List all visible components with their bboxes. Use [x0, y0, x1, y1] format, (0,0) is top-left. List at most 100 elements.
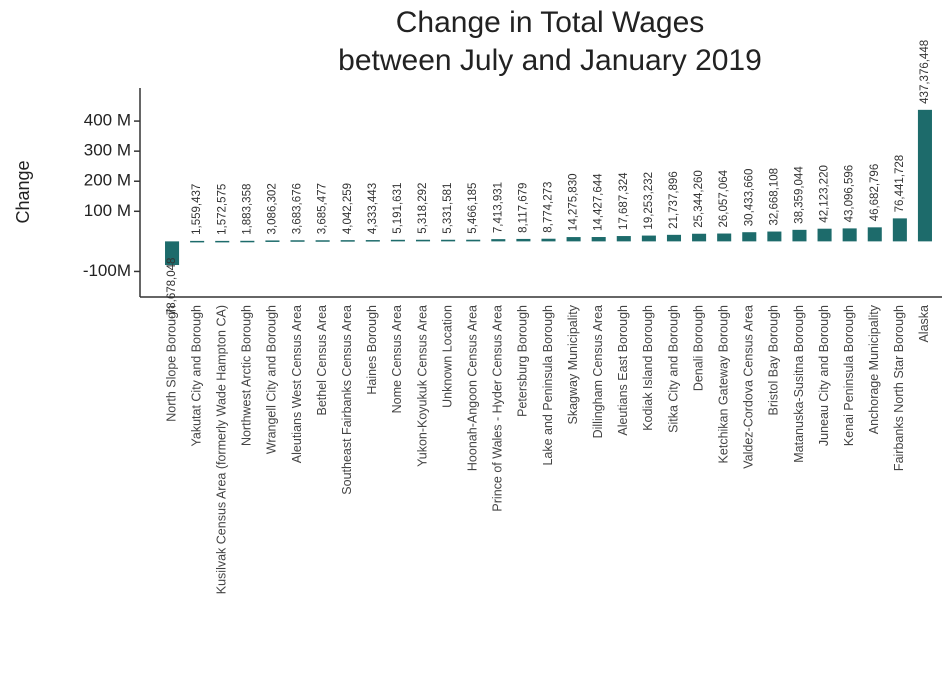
value-label: 25,344,260: [693, 170, 705, 228]
bar: [390, 239, 405, 242]
x-tick-label: Alaska: [917, 305, 931, 343]
value-label: 3,086,302: [266, 183, 278, 234]
bar: [591, 237, 606, 242]
bar: [240, 240, 255, 243]
x-tick-label: Anchorage Municipality: [867, 304, 881, 434]
x-tick-label: Yakutat City and Borough: [189, 305, 203, 447]
bar: [917, 109, 932, 242]
bar: [666, 234, 682, 242]
x-tick-label: Juneau City and Borough: [817, 305, 831, 446]
bar: [692, 233, 707, 242]
x-tick-label: Haines Borough: [365, 305, 379, 395]
bar: [641, 235, 656, 242]
x-tick-label: Kusilvak Census Area (formerly Wade Hamp…: [215, 305, 229, 594]
x-tick-label: Yukon-Koyukuk Census Area: [415, 305, 429, 467]
bar: [441, 239, 456, 242]
y-tick-label: 400 M: [84, 111, 131, 130]
bar: [415, 239, 431, 242]
bar: [491, 239, 506, 242]
x-tick-label: Valdez-Cordova Census Area: [742, 305, 756, 469]
value-label: 38,359,044: [793, 166, 805, 224]
bar: [566, 237, 581, 242]
value-label: 4,042,259: [342, 183, 354, 234]
value-label: 1,559,437: [191, 184, 203, 235]
bar: [290, 240, 305, 242]
x-tick-label: Southeast Fairbanks Census Area: [340, 305, 354, 495]
bar: [215, 240, 230, 243]
value-label: 1,572,575: [216, 184, 228, 235]
x-tick-label: Kodiak Island Borough: [641, 305, 655, 431]
value-label: 14,427,644: [593, 173, 605, 231]
value-label: 21,737,896: [668, 171, 680, 229]
x-tick-label: Kenai Peninsula Borough: [842, 305, 856, 446]
value-label: 19,253,232: [643, 172, 655, 230]
bar: [516, 238, 531, 242]
x-tick-label: Bristol Bay Borough: [767, 305, 781, 416]
x-tick-label: North Slope Borough: [164, 305, 178, 422]
y-tick-label: 300 M: [84, 141, 131, 160]
value-label: 3,683,676: [292, 183, 304, 234]
value-label: 5,466,185: [467, 183, 479, 234]
bar: [842, 228, 857, 242]
bar: [767, 231, 782, 242]
value-label: 43,096,596: [844, 165, 856, 223]
x-tick-label: Hoonah-Angoon Census Area: [466, 305, 480, 471]
x-tick-label: Bethel Census Area: [315, 305, 329, 416]
bar: [340, 240, 355, 242]
bar: [742, 232, 757, 242]
bar: [867, 227, 882, 242]
x-tick-label: Fairbanks North Star Borough: [892, 305, 906, 471]
bar: [817, 228, 832, 242]
value-label: 5,191,631: [392, 183, 404, 234]
y-axis-label: Change: [13, 160, 33, 223]
x-tick-label: Skagway Municipality: [566, 304, 580, 424]
value-label: 42,123,220: [819, 165, 831, 223]
value-label: 26,057,064: [718, 169, 730, 227]
x-tick-label: Lake and Peninsula Borough: [541, 305, 555, 466]
bar: [165, 241, 180, 266]
x-tick-label: Sitka City and Borough: [666, 305, 680, 433]
bar: [466, 239, 481, 242]
x-tick-label: Unknown Location: [440, 305, 454, 408]
value-label: 32,668,108: [768, 168, 780, 226]
value-label: 4,333,443: [367, 183, 379, 234]
value-label: 46,682,796: [869, 164, 881, 222]
bar: [541, 238, 556, 242]
x-tick-label: Matanuska-Susitna Borough: [792, 305, 806, 463]
y-tick-label: 200 M: [84, 171, 131, 190]
value-label: 17,687,324: [618, 172, 630, 230]
bar: [616, 236, 631, 242]
bar: [365, 240, 380, 242]
value-label: 437,376,448: [919, 40, 931, 104]
value-label: 76,441,728: [894, 155, 906, 213]
x-tick-label: Denali Borough: [691, 305, 705, 391]
value-label: 3,685,477: [317, 183, 329, 234]
chart-title: Change in Total Wages: [396, 6, 705, 39]
x-tick-label: Dillingham Census Area: [591, 305, 605, 438]
bar: [892, 218, 907, 242]
value-label: 5,331,581: [442, 183, 454, 234]
x-tick-label: Northwest Arctic Borough: [240, 305, 254, 446]
x-tick-label: Petersburg Borough: [516, 305, 530, 417]
x-tick-label: Aleutians West Census Area: [290, 305, 304, 463]
value-label: 8,774,273: [543, 182, 555, 233]
bar: [717, 233, 732, 242]
y-tick-label: -100M: [83, 261, 131, 280]
value-label: 30,433,660: [743, 169, 755, 227]
bar: [792, 229, 807, 242]
value-label: 14,275,830: [568, 174, 580, 232]
value-label: -78,678,048: [166, 258, 178, 319]
x-tick-label: Nome Census Area: [390, 305, 404, 413]
x-tick-label: Prince of Wales - Hyder Census Area: [491, 305, 505, 512]
value-label: 8,117,679: [517, 183, 529, 233]
bar: [190, 240, 205, 243]
bar: [265, 240, 280, 242]
value-label: 1,883,358: [241, 184, 253, 235]
value-label: 7,413,931: [492, 182, 504, 233]
value-label: 5,318,292: [417, 183, 429, 234]
x-tick-label: Aleutians East Borough: [616, 305, 630, 436]
chart-title: between July and January 2019: [338, 44, 762, 77]
bar: [315, 240, 330, 242]
y-tick-label: 100 M: [84, 201, 131, 220]
